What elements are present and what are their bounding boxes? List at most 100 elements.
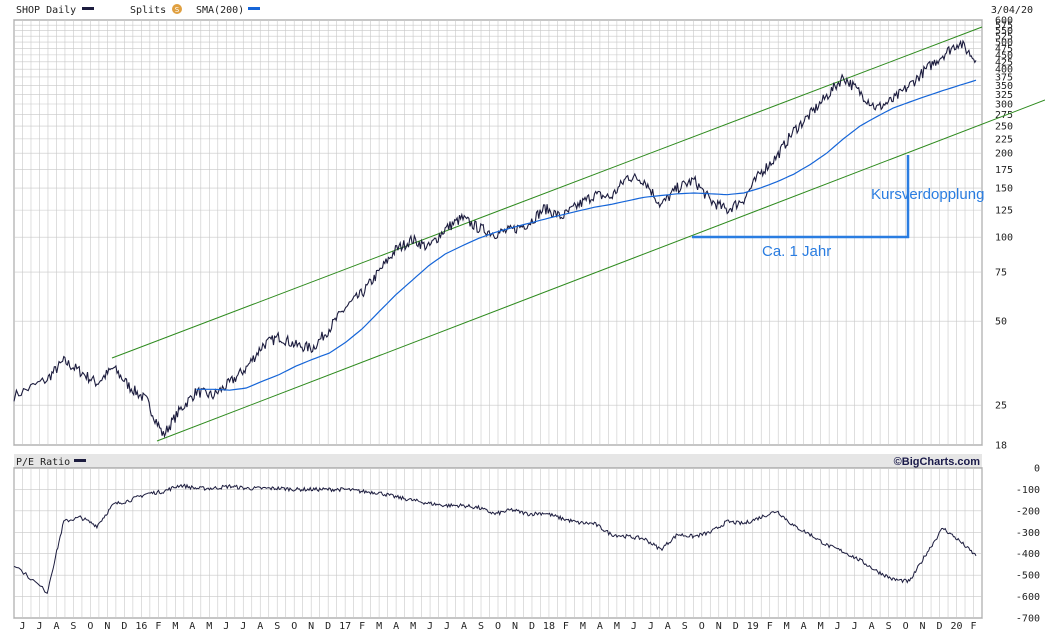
x-tick-label: S bbox=[70, 621, 76, 632]
x-axis: J J A S O N D 16 F M A M J J A S O N D 17 F M A M J J A S O N D 18 F M A M J… bbox=[19, 621, 976, 632]
x-tick-label: J bbox=[835, 621, 841, 632]
x-tick-label: J bbox=[427, 621, 433, 632]
y-tick-label: 325 bbox=[995, 90, 1013, 101]
x-tick-label: D bbox=[325, 621, 331, 632]
splits-icon-letter: S bbox=[175, 6, 180, 14]
pe-header bbox=[14, 454, 982, 468]
y-tick-label: 175 bbox=[995, 165, 1013, 176]
doubling-label: Kursverdopplung bbox=[871, 186, 984, 203]
y-tick-label: 400 bbox=[995, 65, 1013, 76]
pe-series bbox=[13, 483, 977, 595]
symbol-label: SHOP Daily bbox=[16, 5, 76, 16]
channel-lower-line bbox=[156, 99, 1045, 442]
y-tick-label: 0 bbox=[1034, 464, 1040, 475]
x-tick-label: A bbox=[801, 621, 807, 632]
y-tick-label: 200 bbox=[995, 149, 1013, 160]
y-tick-label: -500 bbox=[1016, 571, 1040, 582]
x-tick-label: A bbox=[393, 621, 399, 632]
x-tick-label: D bbox=[121, 621, 127, 632]
x-tick-label: M bbox=[614, 621, 620, 632]
y-tick-label: 300 bbox=[995, 100, 1013, 111]
y-tick-label: 150 bbox=[995, 184, 1013, 195]
y-tick-label: 475 bbox=[995, 44, 1013, 55]
splits-icon bbox=[172, 4, 182, 14]
y-tick-label: -100 bbox=[1016, 485, 1040, 496]
x-tick-label: J bbox=[223, 621, 229, 632]
pe-grid bbox=[13, 467, 983, 619]
x-tick-label: A bbox=[665, 621, 671, 632]
y-tick-label: 600 bbox=[995, 16, 1013, 27]
x-tick-label: O bbox=[87, 621, 93, 632]
x-tick-label: M bbox=[410, 621, 416, 632]
x-tick-label: N bbox=[716, 621, 722, 632]
x-tick-label: J bbox=[240, 621, 246, 632]
pe-label: P/E Ratio bbox=[16, 457, 70, 468]
y-tick-label: 525 bbox=[995, 32, 1013, 43]
x-tick-label: M bbox=[206, 621, 212, 632]
x-tick-label: N bbox=[308, 621, 314, 632]
x-tick-label: J bbox=[648, 621, 654, 632]
y-tick-label: 425 bbox=[995, 57, 1013, 68]
x-tick-label: N bbox=[512, 621, 518, 632]
x-tick-label: A bbox=[53, 621, 59, 632]
y-tick-label: 225 bbox=[995, 134, 1013, 145]
y-tick-label: -400 bbox=[1016, 549, 1040, 560]
pe-legend-swatch bbox=[74, 459, 86, 462]
x-tick-label: A bbox=[189, 621, 195, 632]
pe-panel: 0 -100 -200 -300 -400 -500 -600 -700 bbox=[13, 464, 1040, 625]
y-tick-label: 50 bbox=[995, 317, 1007, 328]
sma-series-line bbox=[196, 79, 977, 391]
x-tick-label: D bbox=[529, 621, 535, 632]
x-tick-label: S bbox=[886, 621, 892, 632]
y-tick-label: -200 bbox=[1016, 506, 1040, 517]
x-tick-label: O bbox=[699, 621, 705, 632]
y-tick-label: 550 bbox=[995, 26, 1013, 37]
y-tick-label: 450 bbox=[995, 50, 1013, 61]
trend-channel bbox=[111, 26, 1045, 442]
x-tick-label: F bbox=[767, 621, 773, 632]
x-tick-label: 17 bbox=[339, 621, 351, 632]
x-tick-label: M bbox=[580, 621, 586, 632]
y-tick-label: 18 bbox=[995, 441, 1007, 452]
x-tick-label: J bbox=[631, 621, 637, 632]
y-tick-label: 75 bbox=[995, 268, 1007, 279]
y-tick-label: 500 bbox=[995, 38, 1013, 49]
x-tick-label: S bbox=[682, 621, 688, 632]
x-tick-label: 18 bbox=[543, 621, 555, 632]
channel-upper-line bbox=[111, 26, 983, 359]
x-tick-label: N bbox=[104, 621, 110, 632]
x-tick-label: A bbox=[869, 621, 875, 632]
x-tick-label: M bbox=[376, 621, 382, 632]
sma-label: SMA(200) bbox=[196, 5, 244, 16]
pe-y-axis: 0 -100 -200 -300 -400 -500 -600 -700 bbox=[1016, 464, 1040, 625]
y-tick-label: 575 bbox=[995, 21, 1013, 32]
one-year-label: Ca. 1 Jahr bbox=[762, 243, 831, 260]
x-tick-label: F bbox=[359, 621, 365, 632]
price-legend-swatch bbox=[82, 7, 94, 10]
price-series bbox=[13, 39, 977, 439]
price-header bbox=[14, 2, 982, 20]
x-tick-label: J bbox=[36, 621, 42, 632]
chart-date: 3/04/20 bbox=[991, 5, 1033, 16]
x-tick-label: D bbox=[937, 621, 943, 632]
x-tick-label: M bbox=[818, 621, 824, 632]
x-tick-label: J bbox=[19, 621, 25, 632]
y-tick-label: -600 bbox=[1016, 592, 1040, 603]
x-tick-label: A bbox=[257, 621, 263, 632]
y-tick-label: 125 bbox=[995, 206, 1013, 217]
y-tick-label: 25 bbox=[995, 401, 1007, 412]
x-tick-label: O bbox=[903, 621, 909, 632]
splits-label: Splits bbox=[130, 5, 166, 16]
x-tick-label: J bbox=[852, 621, 858, 632]
y-tick-label: 350 bbox=[995, 81, 1013, 92]
doubling-annotation: Kursverdopplung Ca. 1 Jahr bbox=[692, 155, 984, 260]
y-tick-label: 100 bbox=[995, 233, 1013, 244]
x-tick-label: 20 bbox=[951, 621, 963, 632]
x-tick-label: O bbox=[495, 621, 501, 632]
y-tick-label: -300 bbox=[1016, 528, 1040, 539]
x-tick-label: F bbox=[563, 621, 569, 632]
x-tick-label: D bbox=[733, 621, 739, 632]
x-tick-label: S bbox=[478, 621, 484, 632]
